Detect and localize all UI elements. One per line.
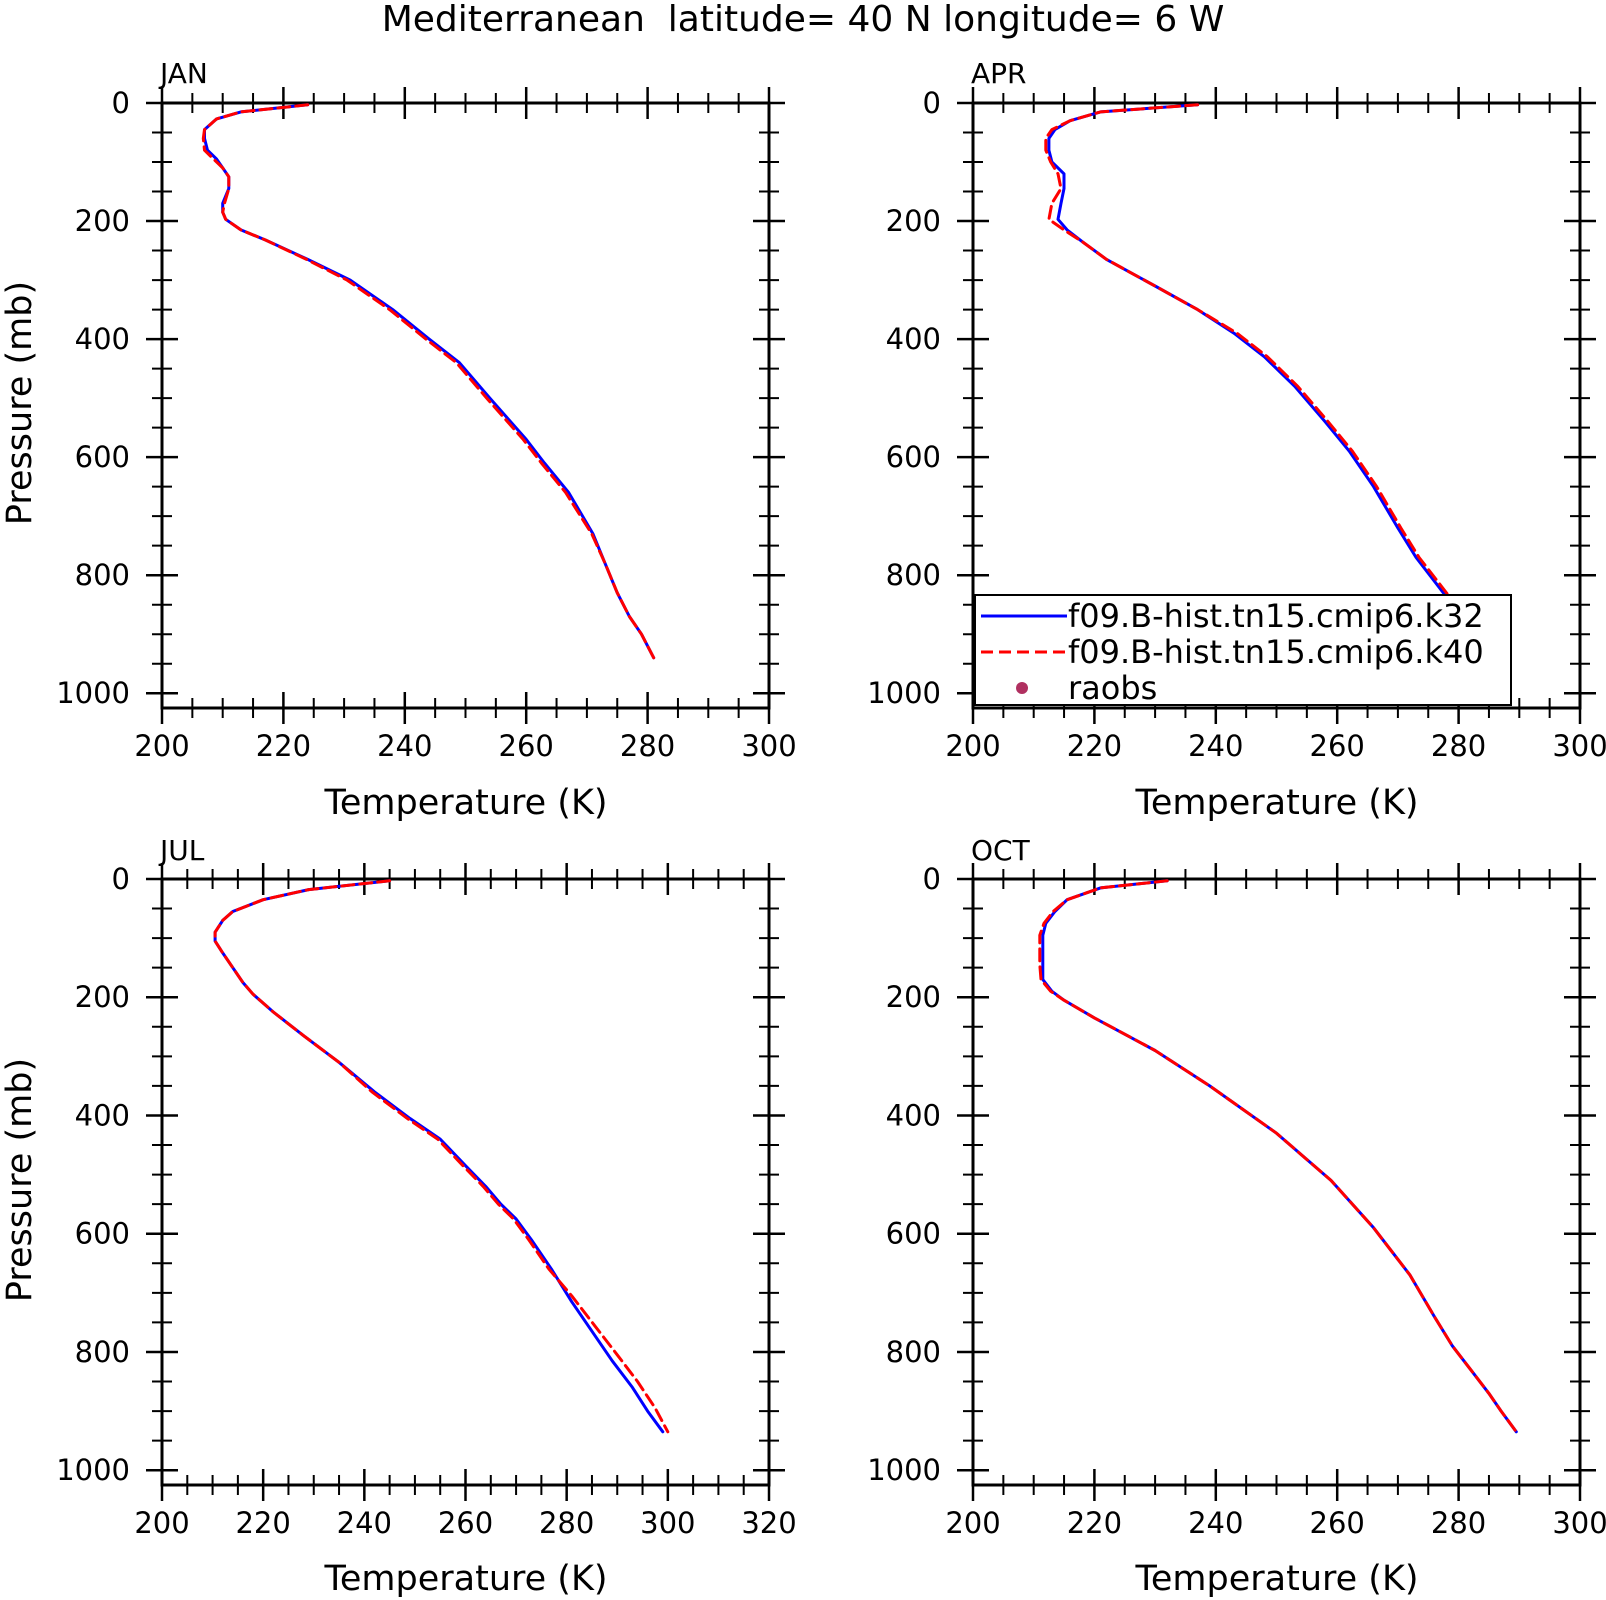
x-tick-label: 220: [235, 1506, 290, 1540]
legend-label: f09.B-hist.tn15.cmip6.k32: [1068, 597, 1484, 635]
legend-box: [974, 594, 1512, 706]
legend-marker-raobs: [1016, 682, 1028, 694]
y-tick-label: 400: [75, 322, 130, 356]
y-tick-label: 1000: [867, 1453, 941, 1487]
panel-title-oct: OCT: [971, 834, 1031, 867]
panel-title-jan: JAN: [158, 57, 208, 90]
series-line-k32: [213, 879, 665, 1434]
y-tick-label: 800: [75, 1335, 130, 1369]
series-line-k40: [1038, 879, 1518, 1434]
y-tick-label: 200: [886, 980, 941, 1014]
x-tick-label: 280: [539, 1506, 594, 1540]
x-tick-label: 280: [1431, 729, 1486, 763]
figure-title: Mediterranean latitude= 40 N longitude= …: [382, 0, 1225, 40]
x-tick-label: 260: [1310, 1506, 1365, 1540]
x-tick-label: 220: [1067, 729, 1122, 763]
y-tick-label: 0: [923, 86, 941, 120]
panel-oct: OCT Temperature (K) 02004006008001000200…: [867, 834, 1606, 1599]
x-tick-label: 200: [945, 1506, 1000, 1540]
series-line-k40: [1044, 103, 1500, 657]
x-tick-label: 240: [1188, 1506, 1243, 1540]
y-tick-label: 400: [886, 322, 941, 356]
x-tick-label: 240: [1188, 729, 1243, 763]
x-tick-label: 240: [377, 729, 432, 763]
y-axis-label-jan: Pressure (mb): [0, 281, 40, 525]
x-tick-label: 300: [1552, 729, 1606, 763]
x-tick-label: 260: [1310, 729, 1365, 763]
panel-title-jul: JUL: [158, 834, 205, 867]
series-line-k40: [201, 103, 656, 660]
y-tick-label: 200: [75, 204, 130, 238]
x-tick-label: 220: [1067, 1506, 1122, 1540]
y-tick-label: 600: [886, 1217, 941, 1251]
y-tick-label: 800: [886, 558, 941, 592]
x-axis-label-oct: Temperature (K): [1134, 1559, 1418, 1599]
series-line-k32: [1047, 103, 1497, 657]
x-tick-label: 200: [945, 729, 1000, 763]
y-tick-label: 400: [75, 1098, 130, 1132]
x-tick-label: 280: [620, 729, 675, 763]
y-tick-label: 0: [112, 86, 130, 120]
series-line-k32: [1041, 879, 1518, 1434]
x-tick-label: 300: [1552, 1506, 1606, 1540]
y-tick-label: 600: [886, 440, 941, 474]
x-tick-label: 260: [499, 729, 554, 763]
plot-frame: [160, 101, 771, 710]
y-tick-label: 200: [886, 204, 941, 238]
x-tick-label: 220: [256, 729, 311, 763]
y-tick-label: 0: [923, 862, 941, 896]
panel-apr: APR Temperature (K) 02004006008001000200…: [867, 57, 1606, 823]
series-line-k32: [203, 103, 656, 660]
x-tick-label: 300: [741, 729, 796, 763]
legend: f09.B-hist.tn15.cmip6.k32f09.B-hist.tn15…: [974, 594, 1512, 707]
x-axis-label-apr: Temperature (K): [1134, 783, 1418, 823]
y-axis-label-jul: Pressure (mb): [0, 1058, 40, 1302]
legend-label: raobs: [1068, 669, 1157, 707]
x-axis-label-jul: Temperature (K): [323, 1559, 607, 1599]
y-tick-label: 800: [886, 1335, 941, 1369]
panel-jan: JAN Pressure (mb) Temperature (K) 0 200 40…: [0, 57, 797, 823]
y-tick-label: 1000: [867, 676, 941, 710]
x-tick-label: 260: [438, 1506, 493, 1540]
y-tick-label: 200: [75, 980, 130, 1014]
x-tick-label: 300: [640, 1506, 695, 1540]
series-line-k40: [213, 879, 670, 1434]
y-tick-label: 800: [75, 558, 130, 592]
x-tick-label: 200: [134, 1506, 189, 1540]
y-tick-label: 400: [886, 1098, 941, 1132]
y-tick-label: 600: [75, 440, 130, 474]
x-tick-label: 280: [1431, 1506, 1486, 1540]
plot-frame: [160, 877, 771, 1487]
x-tick-label: 320: [741, 1506, 796, 1540]
panel-title-apr: APR: [971, 57, 1027, 90]
x-tick-label: 240: [337, 1506, 392, 1540]
x-tick-label: 200: [134, 729, 189, 763]
panel-jul: JUL Pressure (mb) Temperature (K) 0 200 40…: [0, 834, 797, 1599]
y-tick-label: 0: [112, 862, 130, 896]
y-tick-label: 600: [75, 1217, 130, 1251]
x-axis-label-jan: Temperature (K): [323, 783, 607, 823]
y-tick-label: 1000: [56, 1453, 130, 1487]
legend-label: f09.B-hist.tn15.cmip6.k40: [1068, 633, 1484, 671]
y-tick-label: 1000: [56, 676, 130, 710]
